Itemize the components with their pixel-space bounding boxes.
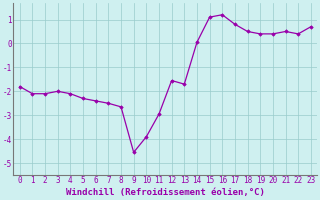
X-axis label: Windchill (Refroidissement éolien,°C): Windchill (Refroidissement éolien,°C): [66, 188, 265, 197]
